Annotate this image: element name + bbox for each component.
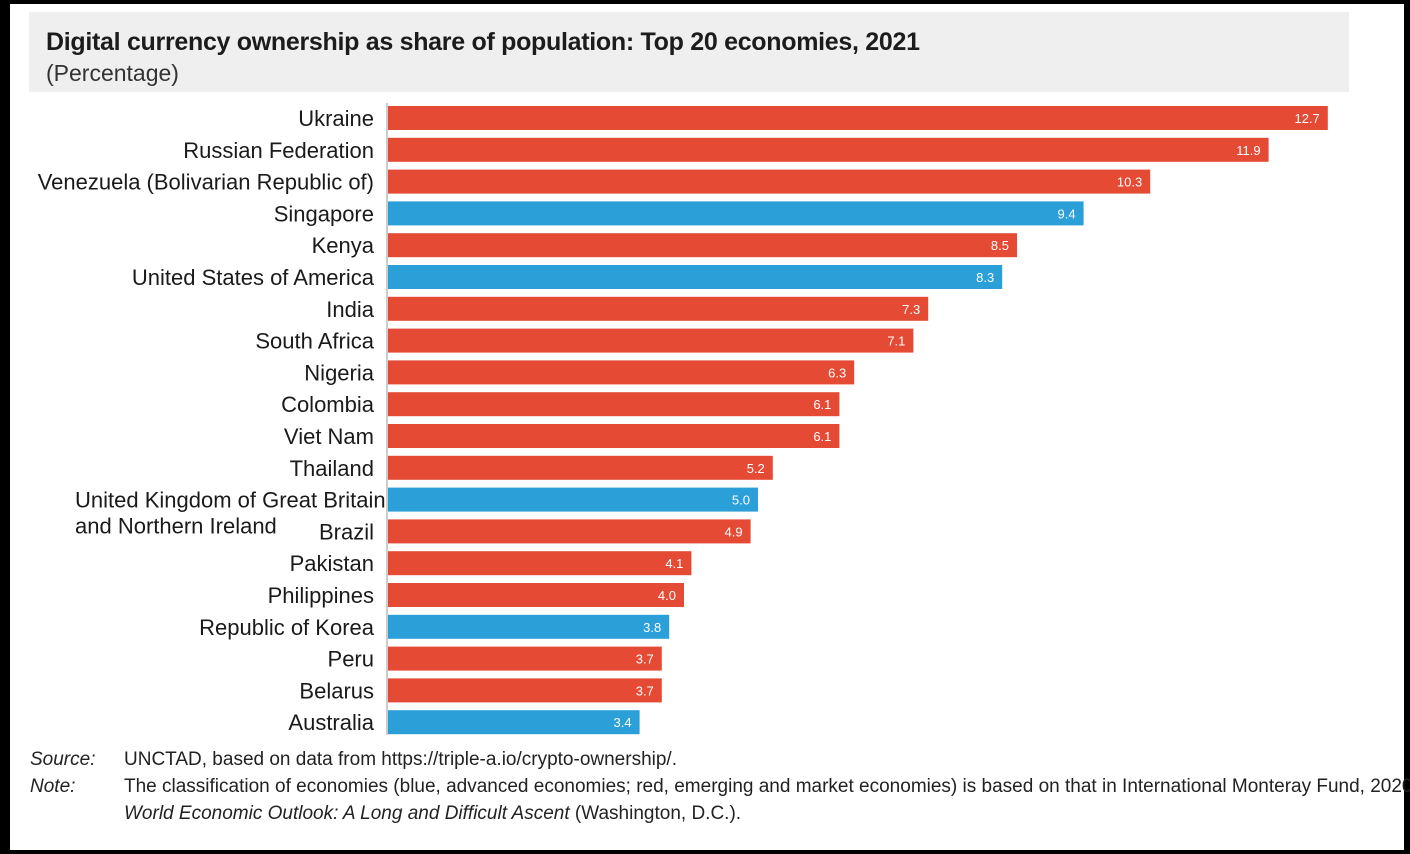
bar xyxy=(388,360,855,385)
bar xyxy=(388,233,1017,258)
value-label: 6.1 xyxy=(813,397,831,412)
bars-group xyxy=(388,106,1328,735)
bar xyxy=(388,710,640,735)
note-key: Note: xyxy=(30,776,76,797)
bar xyxy=(388,455,773,480)
source-text: UNCTAD, based on data from https://tripl… xyxy=(124,749,677,770)
category-label: Singapore xyxy=(274,201,374,226)
value-label: 4.9 xyxy=(725,524,743,539)
bar xyxy=(388,328,914,353)
category-label: Kenya xyxy=(312,233,375,258)
value-label: 3.7 xyxy=(636,652,654,667)
value-label: 5.2 xyxy=(747,461,765,476)
category-label: Viet Nam xyxy=(284,424,374,449)
bar xyxy=(388,614,670,639)
value-label: 3.4 xyxy=(614,715,632,730)
category-label: Philippines xyxy=(268,583,374,608)
bar xyxy=(388,106,1328,130)
value-label: 10.3 xyxy=(1117,175,1142,190)
value-label: 6.3 xyxy=(828,365,846,380)
category-label: India xyxy=(326,297,374,322)
note-citation-title: World Economic Outlook: A Long and Diffi… xyxy=(124,803,570,824)
value-label: 11.9 xyxy=(1236,143,1260,158)
value-label: 3.7 xyxy=(636,683,654,698)
bar xyxy=(388,296,929,321)
chart-title: Digital currency ownership as share of p… xyxy=(46,28,920,56)
bar xyxy=(388,487,758,512)
bar xyxy=(388,169,1151,194)
category-label: Belarus xyxy=(299,678,374,703)
bar xyxy=(388,551,692,576)
bar xyxy=(388,424,840,448)
bar xyxy=(388,137,1269,162)
category-label: Brazil xyxy=(319,519,374,544)
value-label: 6.1 xyxy=(813,429,831,444)
category-label: Colombia xyxy=(281,392,375,417)
value-label: 7.3 xyxy=(902,302,920,317)
category-label: Russian Federation xyxy=(183,138,374,163)
category-label: Australia xyxy=(288,710,374,735)
category-label: United Kingdom of Great Britain xyxy=(75,488,386,513)
category-label: Thailand xyxy=(290,456,374,481)
bar xyxy=(388,678,662,703)
chart-subtitle: (Percentage) xyxy=(46,60,179,86)
bar xyxy=(388,519,751,544)
bar xyxy=(388,646,662,671)
category-labels-group: Ukraine Russian Federation Venezuela (Boli… xyxy=(38,106,386,735)
bar xyxy=(388,265,1003,289)
value-label: 7.1 xyxy=(887,334,905,349)
bar xyxy=(388,392,840,417)
title-band: Digital currency ownership as share of p… xyxy=(29,12,1349,92)
value-label: 8.3 xyxy=(976,270,994,285)
category-label-line2: and Northern Ireland xyxy=(75,514,277,539)
value-label: 9.4 xyxy=(1058,206,1076,221)
value-labels-group: 12.7 11.9 10.3 9.4 8.5 8.3 7.3 7.1 6.3 6.1 6.1 5.2 5… xyxy=(614,111,1320,730)
value-label: 5.0 xyxy=(732,493,750,508)
value-label: 4.0 xyxy=(658,588,676,603)
note-text: The classification of economies (blue, a… xyxy=(124,776,1410,797)
category-label: Republic of Korea xyxy=(199,615,375,640)
value-label: 8.5 xyxy=(991,238,1009,253)
category-label: Peru xyxy=(328,647,374,672)
category-label: South Africa xyxy=(255,329,374,354)
source-key: Source: xyxy=(30,749,96,770)
bar xyxy=(388,583,684,607)
value-label: 3.8 xyxy=(643,620,661,635)
value-label: 12.7 xyxy=(1294,111,1319,126)
category-label: Venezuela (Bolivarian Republic of) xyxy=(38,170,374,195)
category-label: United States of America xyxy=(132,265,375,290)
category-label: Nigeria xyxy=(304,360,374,385)
note-citation: World Economic Outlook: A Long and Diffi… xyxy=(124,803,741,825)
note-citation-rest: (Washington, D.C.). xyxy=(569,803,742,824)
value-label: 4.1 xyxy=(665,556,683,571)
category-label: Pakistan xyxy=(290,551,374,576)
bar xyxy=(388,201,1084,226)
category-label: Ukraine xyxy=(298,106,374,131)
